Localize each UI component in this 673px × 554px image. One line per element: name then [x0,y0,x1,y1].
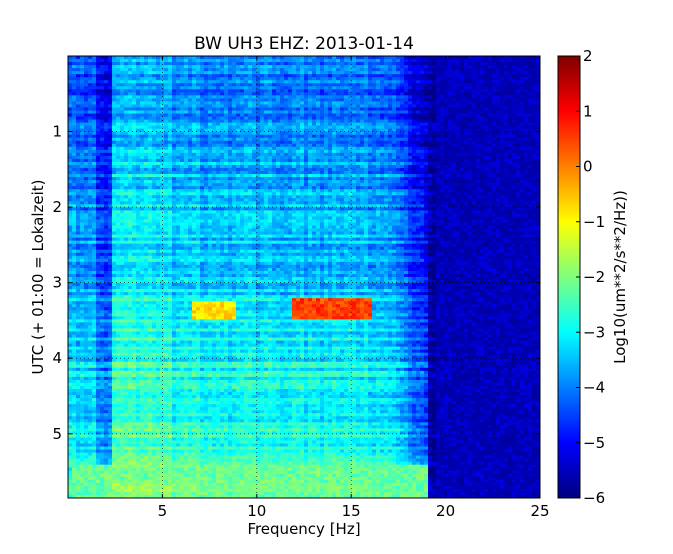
chart-title: BW UH3 EHZ: 2013-01-14 [194,34,414,54]
heatmap-cells [68,56,541,499]
